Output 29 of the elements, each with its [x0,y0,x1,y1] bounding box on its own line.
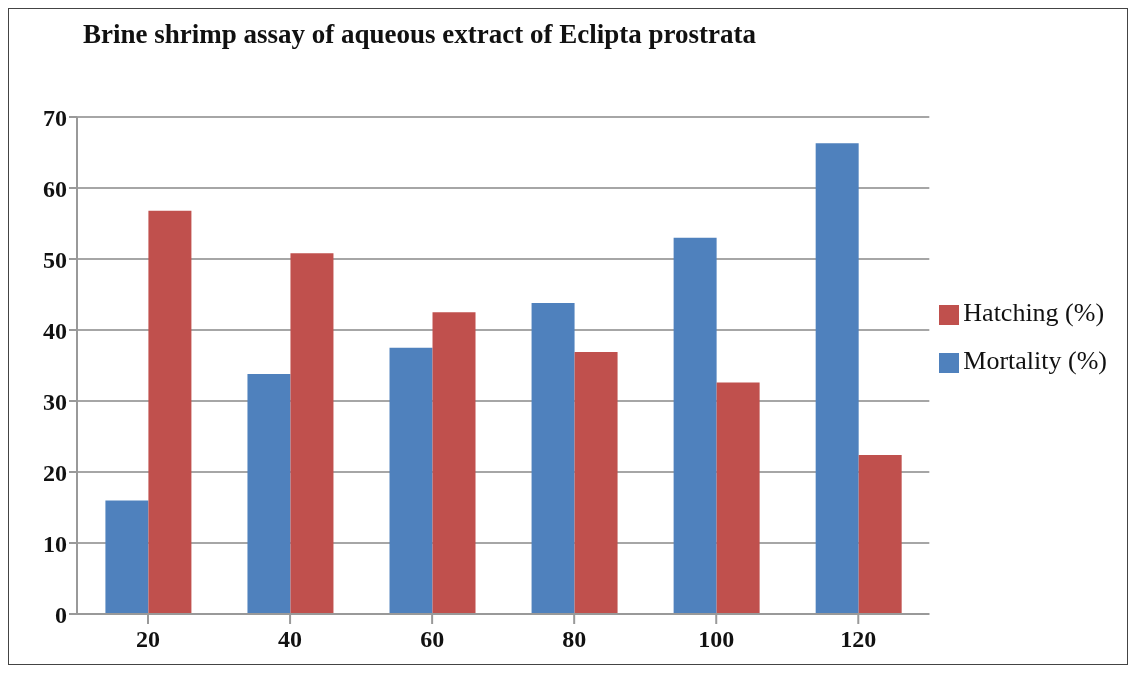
x-tick-label: 100 [698,626,735,653]
y-tick-label: 50 [43,246,67,273]
chart-title: Brine shrimp assay of aqueous extract of Eclipta prostrata [83,19,756,50]
bar [673,237,717,614]
bar [815,143,859,614]
bar [858,454,902,614]
bar [574,352,618,614]
y-tick-label: 40 [43,317,67,344]
bar [290,253,334,614]
bar [105,500,149,614]
y-tick-label: 20 [43,459,67,486]
x-tick-label: 40 [278,626,303,653]
x-tick-label: 120 [840,626,877,653]
bar [716,382,760,614]
bar [247,374,291,614]
y-tick-label: 60 [43,175,67,202]
y-tick-label: 10 [43,530,67,557]
legend-label: Hatching (%) [963,297,1105,327]
y-tick-label: 70 [43,104,67,131]
x-tick-label: 60 [420,626,445,653]
y-tick-label: 30 [43,388,67,415]
bar [148,210,192,614]
x-tick-label: 80 [562,626,587,653]
x-tick-label: 20 [136,626,161,653]
bar [432,312,476,614]
y-tick-label: 0 [55,601,67,628]
bar [389,347,433,614]
legend-label: Mortality (%) [963,345,1107,375]
bar [531,303,575,614]
